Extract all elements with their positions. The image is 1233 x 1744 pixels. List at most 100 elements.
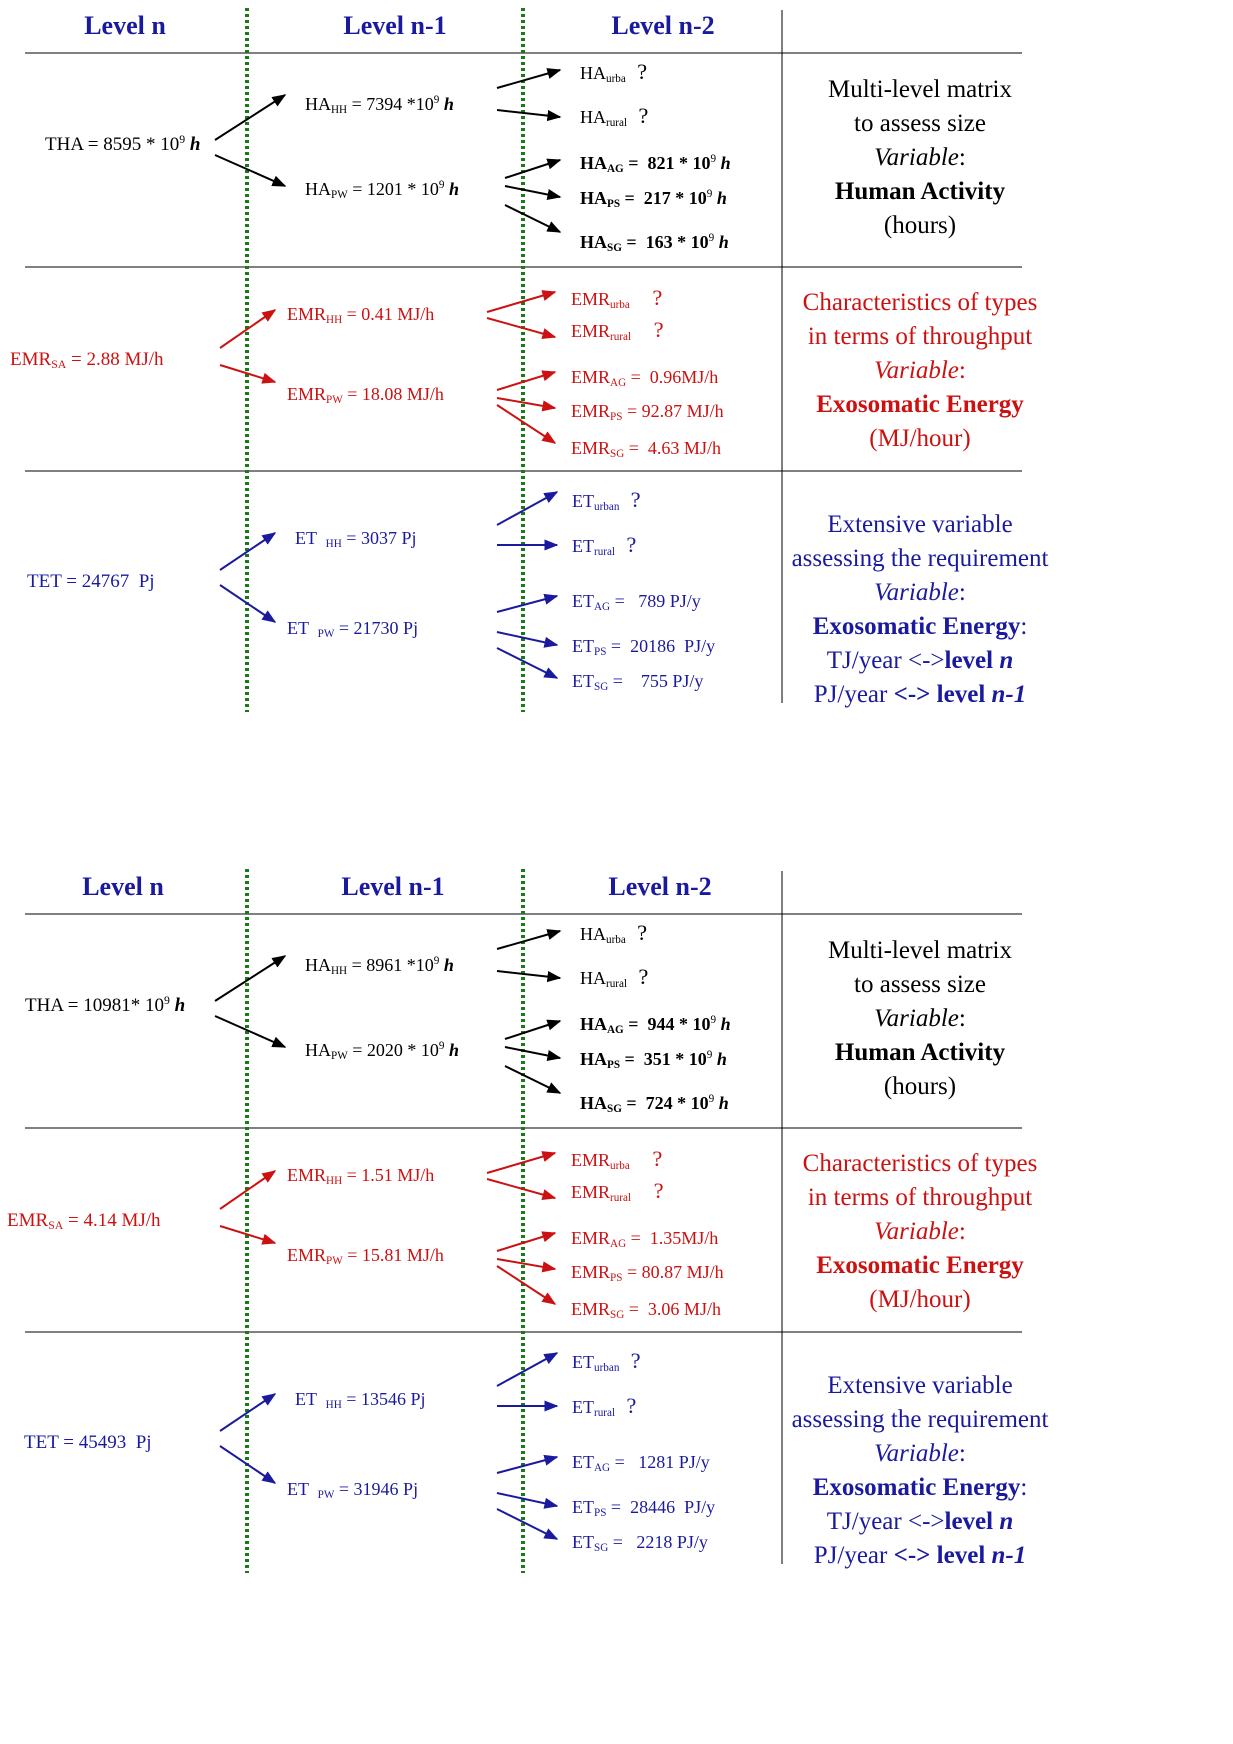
text-part: Exosomatic Energy [813, 1474, 1021, 1501]
text-part: HA [580, 1093, 607, 1113]
text-part: 9 [711, 1014, 717, 1026]
level-n1-label: HAPW = 2020 * 109 h [305, 1040, 459, 1062]
text-part: = 0.96MJ/h [626, 367, 718, 387]
text-part: Extensive variable [827, 511, 1012, 538]
arrow [486, 290, 557, 313]
arrow [214, 94, 287, 141]
text-part: 9 [439, 179, 445, 191]
description-line: to assess size [854, 110, 986, 137]
arrow [214, 154, 287, 187]
arrow [504, 1046, 562, 1062]
text-part: = 2.88 MJ/h [66, 349, 164, 370]
level-n2-label: HAPS = 351 * 109 h [580, 1049, 727, 1071]
arrow [496, 68, 562, 89]
text-part: 9 [707, 1049, 713, 1061]
level-header: Level n [82, 872, 164, 901]
arrow [496, 491, 559, 526]
text-part: ? [615, 1393, 636, 1418]
text-part: Variable [874, 1440, 959, 1467]
text-part: PW [331, 189, 348, 201]
text-part: = 8961 *10 [347, 955, 434, 975]
text-part: EMR [287, 1245, 326, 1265]
level-n2-label: ETAG = 1281 PJ/y [572, 1452, 710, 1474]
text-part: SA [48, 1219, 64, 1232]
text-part: ET [572, 491, 594, 511]
arrow [504, 158, 562, 179]
description-line: Human Activity [835, 178, 1006, 205]
description-line: PJ/year <-> level n-1 [814, 681, 1027, 708]
text-part: TET = 24767 Pj [27, 571, 155, 592]
level-n2-label: ETurban ? [572, 1348, 641, 1374]
text-part: assessing the requirement [792, 545, 1049, 572]
arrow [496, 1352, 559, 1387]
text-part: PW [318, 1489, 335, 1501]
text-part: HA [580, 232, 607, 252]
text-part: SG [610, 448, 624, 460]
text-part: HH [331, 965, 347, 977]
text-part: = 20186 PJ/y [606, 636, 715, 656]
description-line: Exosomatic Energy: [813, 613, 1028, 640]
text-part: HH [326, 1175, 342, 1187]
text-part: HA [580, 924, 606, 944]
text-part: : [959, 1440, 966, 1467]
text-part: urba [610, 1160, 630, 1172]
text-part: ET [295, 1389, 326, 1409]
level-n2-label: EMRrural ? [571, 317, 664, 343]
level-n-label: THA = 8595 * 109 h [45, 133, 200, 155]
text-part: AG [607, 163, 624, 175]
text-part: EMR [571, 321, 610, 341]
text-part: n-1 [992, 681, 1027, 708]
level-n2-label: EMRrural ? [571, 1178, 664, 1204]
text-part: PW [331, 1050, 348, 1062]
text-part: SG [610, 1309, 624, 1321]
text-part: (MJ/hour) [869, 1286, 970, 1313]
arrow [496, 1231, 557, 1252]
arrow [219, 584, 277, 623]
description-line: Variable: [874, 1440, 966, 1467]
level-n2-label: HArural ? [580, 103, 648, 129]
level-n1-label: ET HH = 13546 Pj [295, 1389, 425, 1411]
description-line: Multi-level matrix [828, 76, 1012, 103]
description-line: Exosomatic Energy [816, 1252, 1024, 1279]
arrow [214, 1015, 287, 1048]
description-line: Exosomatic Energy: [813, 1474, 1028, 1501]
text-part: <-> level [894, 681, 992, 708]
level-header: Level n-2 [608, 872, 711, 901]
text-part: level [945, 647, 1000, 674]
text-part: urba [606, 73, 626, 85]
text-part: ? [630, 285, 663, 310]
text-part: PS [610, 1272, 622, 1284]
text-part: h [449, 1040, 459, 1060]
text-part: <-> level [894, 1542, 992, 1569]
text-part: in terms of throughput [808, 1184, 1032, 1211]
text-part: = 7394 *10 [347, 94, 434, 114]
description-line: in terms of throughput [808, 323, 1032, 350]
arrow [486, 1178, 557, 1201]
text-part: PS [607, 1059, 620, 1071]
text-part: PS [594, 1507, 606, 1519]
text-part: = 351 * 10 [620, 1049, 707, 1069]
arrow [219, 1393, 277, 1432]
text-part: 9 [164, 994, 170, 1007]
text-part: 9 [709, 1093, 715, 1105]
arrow [504, 1065, 562, 1094]
text-part: h [717, 1049, 727, 1069]
level-n-label: EMRSA = 4.14 MJ/h [7, 1210, 161, 1232]
description-line: (hours) [884, 212, 956, 239]
text-part: HA [580, 968, 606, 988]
level-n-label: THA = 10981* 109 h [25, 994, 185, 1016]
text-part: h [190, 134, 201, 155]
text-part: 9 [179, 133, 185, 146]
text-part: h [721, 153, 731, 173]
arrow [496, 370, 557, 391]
text-part: TJ/year <-> [827, 647, 945, 674]
text-part: HA [580, 188, 607, 208]
text-part: = 724 * 10 [622, 1093, 709, 1113]
text-part: PW [326, 394, 343, 406]
level-n2-label: EMRAG = 1.35MJ/h [571, 1228, 718, 1250]
text-part: Exosomatic Energy [816, 1252, 1024, 1279]
text-part: THA = 8595 * 10 [45, 134, 179, 155]
level-n2-label: HAAG = 821 * 109 h [580, 153, 731, 175]
text-part: = 15.81 MJ/h [343, 1245, 444, 1265]
text-part: Variable [874, 1218, 959, 1245]
